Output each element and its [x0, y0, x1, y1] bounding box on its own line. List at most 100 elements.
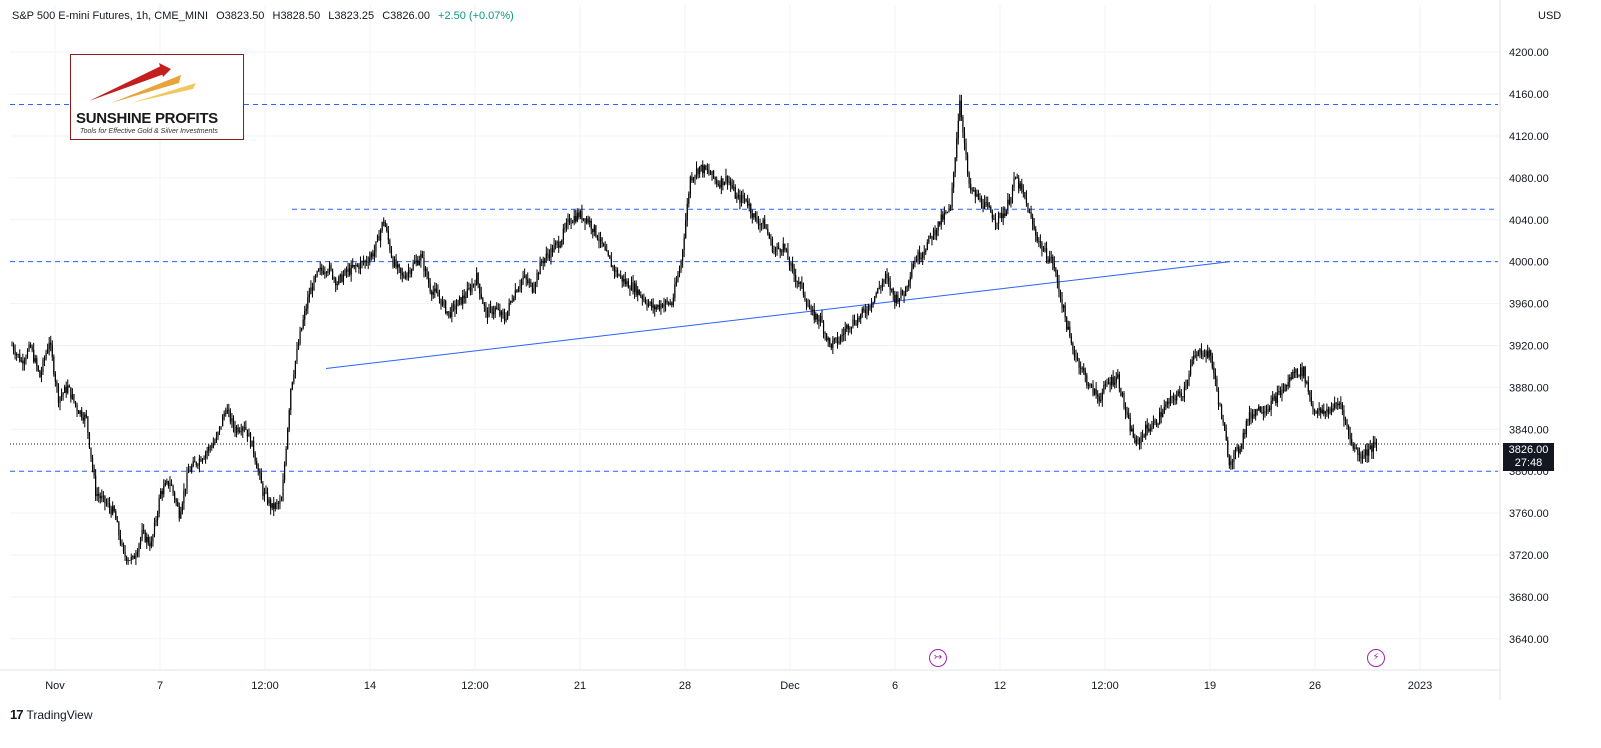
- x-tick-label: 6: [892, 680, 898, 692]
- candle-body: [507, 310, 509, 319]
- candle-body: [1151, 427, 1153, 429]
- candle-body: [469, 287, 472, 292]
- candle-body: [95, 475, 97, 497]
- candle-body: [296, 348, 298, 362]
- candle-body: [745, 198, 747, 202]
- candle-body: [245, 426, 247, 430]
- candle-body: [339, 274, 341, 277]
- candle-body: [479, 283, 481, 294]
- candle-body: [152, 534, 154, 542]
- candle-body: [333, 278, 335, 280]
- candle-body: [341, 274, 343, 282]
- candle-body: [934, 229, 936, 236]
- candle-body: [1145, 424, 1147, 437]
- candle-body: [228, 409, 230, 411]
- candle-body: [16, 354, 18, 356]
- candle-body: [616, 269, 619, 276]
- candle-body: [867, 305, 870, 314]
- dividend-event-icon[interactable]: ⚡: [1367, 649, 1385, 667]
- candle-body: [1296, 369, 1299, 376]
- candle-body: [212, 443, 214, 448]
- candle-body: [1018, 178, 1020, 189]
- candle-body: [356, 265, 358, 267]
- candle-body: [1179, 391, 1181, 394]
- candle-body: [82, 417, 84, 421]
- candle-body: [525, 275, 527, 280]
- candle-body: [671, 303, 673, 305]
- candle-body: [570, 222, 572, 224]
- candle-body: [1002, 213, 1004, 219]
- candle-body: [1134, 437, 1136, 443]
- candle-body: [1014, 177, 1017, 179]
- candle-body: [37, 366, 39, 371]
- candle-body: [686, 203, 688, 221]
- candle-body: [685, 220, 687, 238]
- candle-body: [98, 493, 100, 497]
- candle-body: [519, 285, 521, 289]
- candle-body: [866, 312, 868, 314]
- candle-body: [818, 319, 820, 322]
- candle-body: [1035, 229, 1037, 236]
- candle-body: [1159, 412, 1161, 424]
- candle-body: [146, 536, 148, 542]
- candle-body: [20, 360, 22, 362]
- candle-body: [1217, 390, 1220, 405]
- candle-body: [367, 262, 369, 263]
- candle-body: [939, 221, 941, 225]
- candle-body: [71, 394, 74, 399]
- candle-body: [1279, 391, 1282, 396]
- candle-body: [203, 457, 205, 460]
- currency-label[interactable]: USD: [1538, 10, 1562, 22]
- candle-body: [362, 261, 365, 263]
- candle-body: [64, 386, 66, 393]
- candle-body: [322, 270, 324, 274]
- candle-body: [34, 358, 36, 362]
- candle-body: [1155, 420, 1158, 426]
- candle-body: [683, 237, 685, 250]
- candle-body: [1106, 383, 1108, 385]
- candle-body: [144, 531, 146, 542]
- candle-body: [959, 100, 961, 121]
- candle-body: [592, 229, 594, 232]
- candle-body: [133, 556, 135, 559]
- candle-body: [641, 296, 643, 299]
- tradingview-name: TradingView: [26, 707, 93, 722]
- candle-body: [675, 281, 678, 285]
- candle-body: [1138, 439, 1141, 444]
- candle-body: [723, 182, 726, 186]
- candle-body: [932, 229, 935, 239]
- candle-body: [1121, 393, 1124, 396]
- candle-body: [847, 325, 849, 330]
- candle-body: [1137, 439, 1139, 441]
- candle-body: [1078, 358, 1080, 368]
- candle-body: [455, 306, 458, 310]
- candle-body: [547, 253, 549, 255]
- candle-body: [143, 529, 145, 532]
- symbol-title[interactable]: S&P 500 E-mini Futures, 1h, CME_MINI: [12, 10, 209, 22]
- candle-body: [1258, 406, 1260, 411]
- candle-body: [383, 221, 385, 223]
- candle-body: [211, 447, 213, 448]
- candle-body: [268, 499, 270, 504]
- candle-body: [17, 354, 19, 355]
- candle-body: [833, 338, 835, 341]
- candle-body: [903, 294, 905, 297]
- candle-body: [488, 307, 490, 318]
- candle-body: [1010, 197, 1012, 204]
- candle-body: [195, 462, 197, 466]
- candle-body: [150, 541, 152, 547]
- candle-body: [1128, 414, 1130, 419]
- candle-body: [565, 222, 568, 228]
- split-event-icon[interactable]: ↣: [929, 649, 947, 667]
- candle-body: [1063, 305, 1065, 309]
- candle-body: [1190, 365, 1192, 375]
- x-tick-label: 19: [1204, 680, 1216, 692]
- tradingview-brand[interactable]: 17 TradingView: [10, 707, 93, 722]
- candle-body: [1363, 455, 1365, 457]
- candle-body: [1341, 403, 1343, 410]
- candle-body: [1025, 197, 1028, 203]
- candle-body: [310, 287, 312, 295]
- candle-body: [1101, 392, 1103, 400]
- candle-body: [1282, 389, 1285, 392]
